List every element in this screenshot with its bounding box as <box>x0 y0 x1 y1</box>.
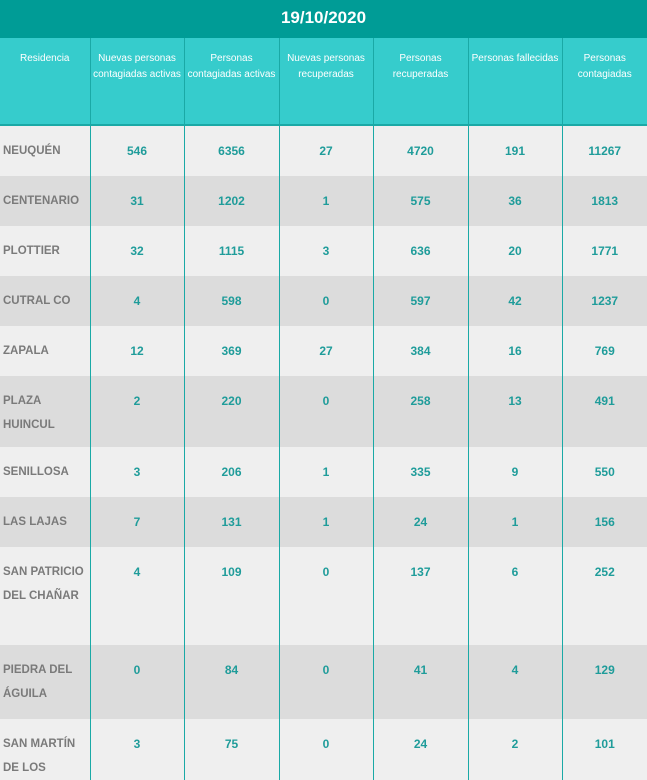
cell-value: 369 <box>183 326 279 376</box>
cell-value: 4 <box>89 276 184 326</box>
cell-value: 220 <box>183 376 279 447</box>
cell-value: 1 <box>278 176 373 226</box>
cell-value: 6356 <box>183 125 279 176</box>
residence-name: SAN MARTÍN DE LOS <box>0 719 90 780</box>
cell-value: 1 <box>278 497 373 547</box>
cell-value: 3 <box>89 447 184 497</box>
cell-value: 1237 <box>561 276 647 326</box>
residence-name: SENILLOSA <box>0 447 90 497</box>
cell-value: 42 <box>467 276 562 326</box>
cell-value: 3 <box>278 226 373 276</box>
residence-name: PLOTTIER <box>0 226 90 276</box>
table-row: SAN PATRICIO DEL CHAÑAR 4 109 0 137 6 252 <box>0 547 647 645</box>
column-header: Personas recuperadas <box>372 38 468 126</box>
cell-value: 12 <box>89 326 184 376</box>
cell-value: 0 <box>89 645 184 719</box>
table-row: CUTRAL CO 4 598 0 597 42 1237 <box>0 276 647 326</box>
cell-value: 491 <box>561 376 647 447</box>
cell-value: 13 <box>467 376 562 447</box>
column-header: Nuevas personas contagiadas activas <box>89 38 184 126</box>
cell-value: 0 <box>278 547 373 645</box>
cell-value: 31 <box>89 176 184 226</box>
cell-value: 4720 <box>372 125 468 176</box>
cell-value: 2 <box>89 376 184 447</box>
column-header: Personas fallecidas <box>467 38 562 126</box>
column-header: Personas contagiadas <box>561 38 647 126</box>
cell-value: 0 <box>278 719 373 780</box>
residence-name: SAN PATRICIO DEL CHAÑAR <box>0 547 90 645</box>
cell-value: 16 <box>467 326 562 376</box>
cell-value: 550 <box>561 447 647 497</box>
cell-value: 1 <box>467 497 562 547</box>
cell-value: 4 <box>89 547 184 645</box>
cell-value: 32 <box>89 226 184 276</box>
cell-value: 206 <box>183 447 279 497</box>
cell-value: 0 <box>278 645 373 719</box>
cell-value: 129 <box>561 645 647 719</box>
table-row: SENILLOSA 3 206 1 335 9 550 <box>0 447 647 497</box>
residence-name: ZAPALA <box>0 326 90 376</box>
cell-value: 3 <box>89 719 184 780</box>
column-header: Nuevas personas recuperadas <box>278 38 373 126</box>
table-row: CENTENARIO 31 1202 1 575 36 1813 <box>0 176 647 226</box>
cell-value: 24 <box>372 719 468 780</box>
cell-value: 131 <box>183 497 279 547</box>
cell-value: 1202 <box>183 176 279 226</box>
cell-value: 191 <box>467 125 562 176</box>
cell-value: 36 <box>467 176 562 226</box>
table-row: NEUQUÉN 546 6356 27 4720 191 11267 <box>0 125 647 176</box>
cell-value: 598 <box>183 276 279 326</box>
cell-value: 1 <box>278 447 373 497</box>
cell-value: 24 <box>372 497 468 547</box>
residence-name: CUTRAL CO <box>0 276 90 326</box>
cell-value: 75 <box>183 719 279 780</box>
cell-value: 7 <box>89 497 184 547</box>
residence-name: PLAZA HUINCUL <box>0 376 90 447</box>
table-row: PLAZA HUINCUL 2 220 0 258 13 491 <box>0 376 647 447</box>
cell-value: 258 <box>372 376 468 447</box>
cell-value: 84 <box>183 645 279 719</box>
residence-name: CENTENARIO <box>0 176 90 226</box>
cell-value: 636 <box>372 226 468 276</box>
table-row: SAN MARTÍN DE LOS 3 75 0 24 2 101 <box>0 719 647 780</box>
table-row: ZAPALA 12 369 27 384 16 769 <box>0 326 647 376</box>
header-row: Residencia Nuevas personas contagiadas ac… <box>0 38 647 126</box>
date-title: 19/10/2020 <box>0 0 647 38</box>
residence-name: LAS LAJAS <box>0 497 90 547</box>
cell-value: 11267 <box>561 125 647 176</box>
cell-value: 546 <box>89 125 184 176</box>
residence-name: NEUQUÉN <box>0 125 90 176</box>
cell-value: 4 <box>467 645 562 719</box>
column-header: Residencia <box>0 38 90 126</box>
cell-value: 6 <box>467 547 562 645</box>
cell-value: 384 <box>372 326 468 376</box>
cell-value: 41 <box>372 645 468 719</box>
cell-value: 109 <box>183 547 279 645</box>
table-row: PLOTTIER 32 1115 3 636 20 1771 <box>0 226 647 276</box>
table-row: LAS LAJAS 7 131 1 24 1 156 <box>0 497 647 547</box>
cell-value: 20 <box>467 226 562 276</box>
cell-value: 1771 <box>561 226 647 276</box>
cell-value: 101 <box>561 719 647 780</box>
cell-value: 1813 <box>561 176 647 226</box>
cell-value: 27 <box>278 326 373 376</box>
cell-value: 156 <box>561 497 647 547</box>
residence-name: PIEDRA DEL ÁGUILA <box>0 645 90 719</box>
cell-value: 575 <box>372 176 468 226</box>
cell-value: 27 <box>278 125 373 176</box>
table-row: PIEDRA DEL ÁGUILA 0 84 0 41 4 129 <box>0 645 647 719</box>
cell-value: 252 <box>561 547 647 645</box>
cell-value: 335 <box>372 447 468 497</box>
cell-value: 769 <box>561 326 647 376</box>
cell-value: 0 <box>278 376 373 447</box>
cell-value: 597 <box>372 276 468 326</box>
data-table: Residencia Nuevas personas contagiadas ac… <box>0 38 647 780</box>
cell-value: 1115 <box>183 226 279 276</box>
cell-value: 137 <box>372 547 468 645</box>
column-header: Personas contagiadas activas <box>183 38 279 126</box>
cell-value: 2 <box>467 719 562 780</box>
cell-value: 9 <box>467 447 562 497</box>
cell-value: 0 <box>278 276 373 326</box>
